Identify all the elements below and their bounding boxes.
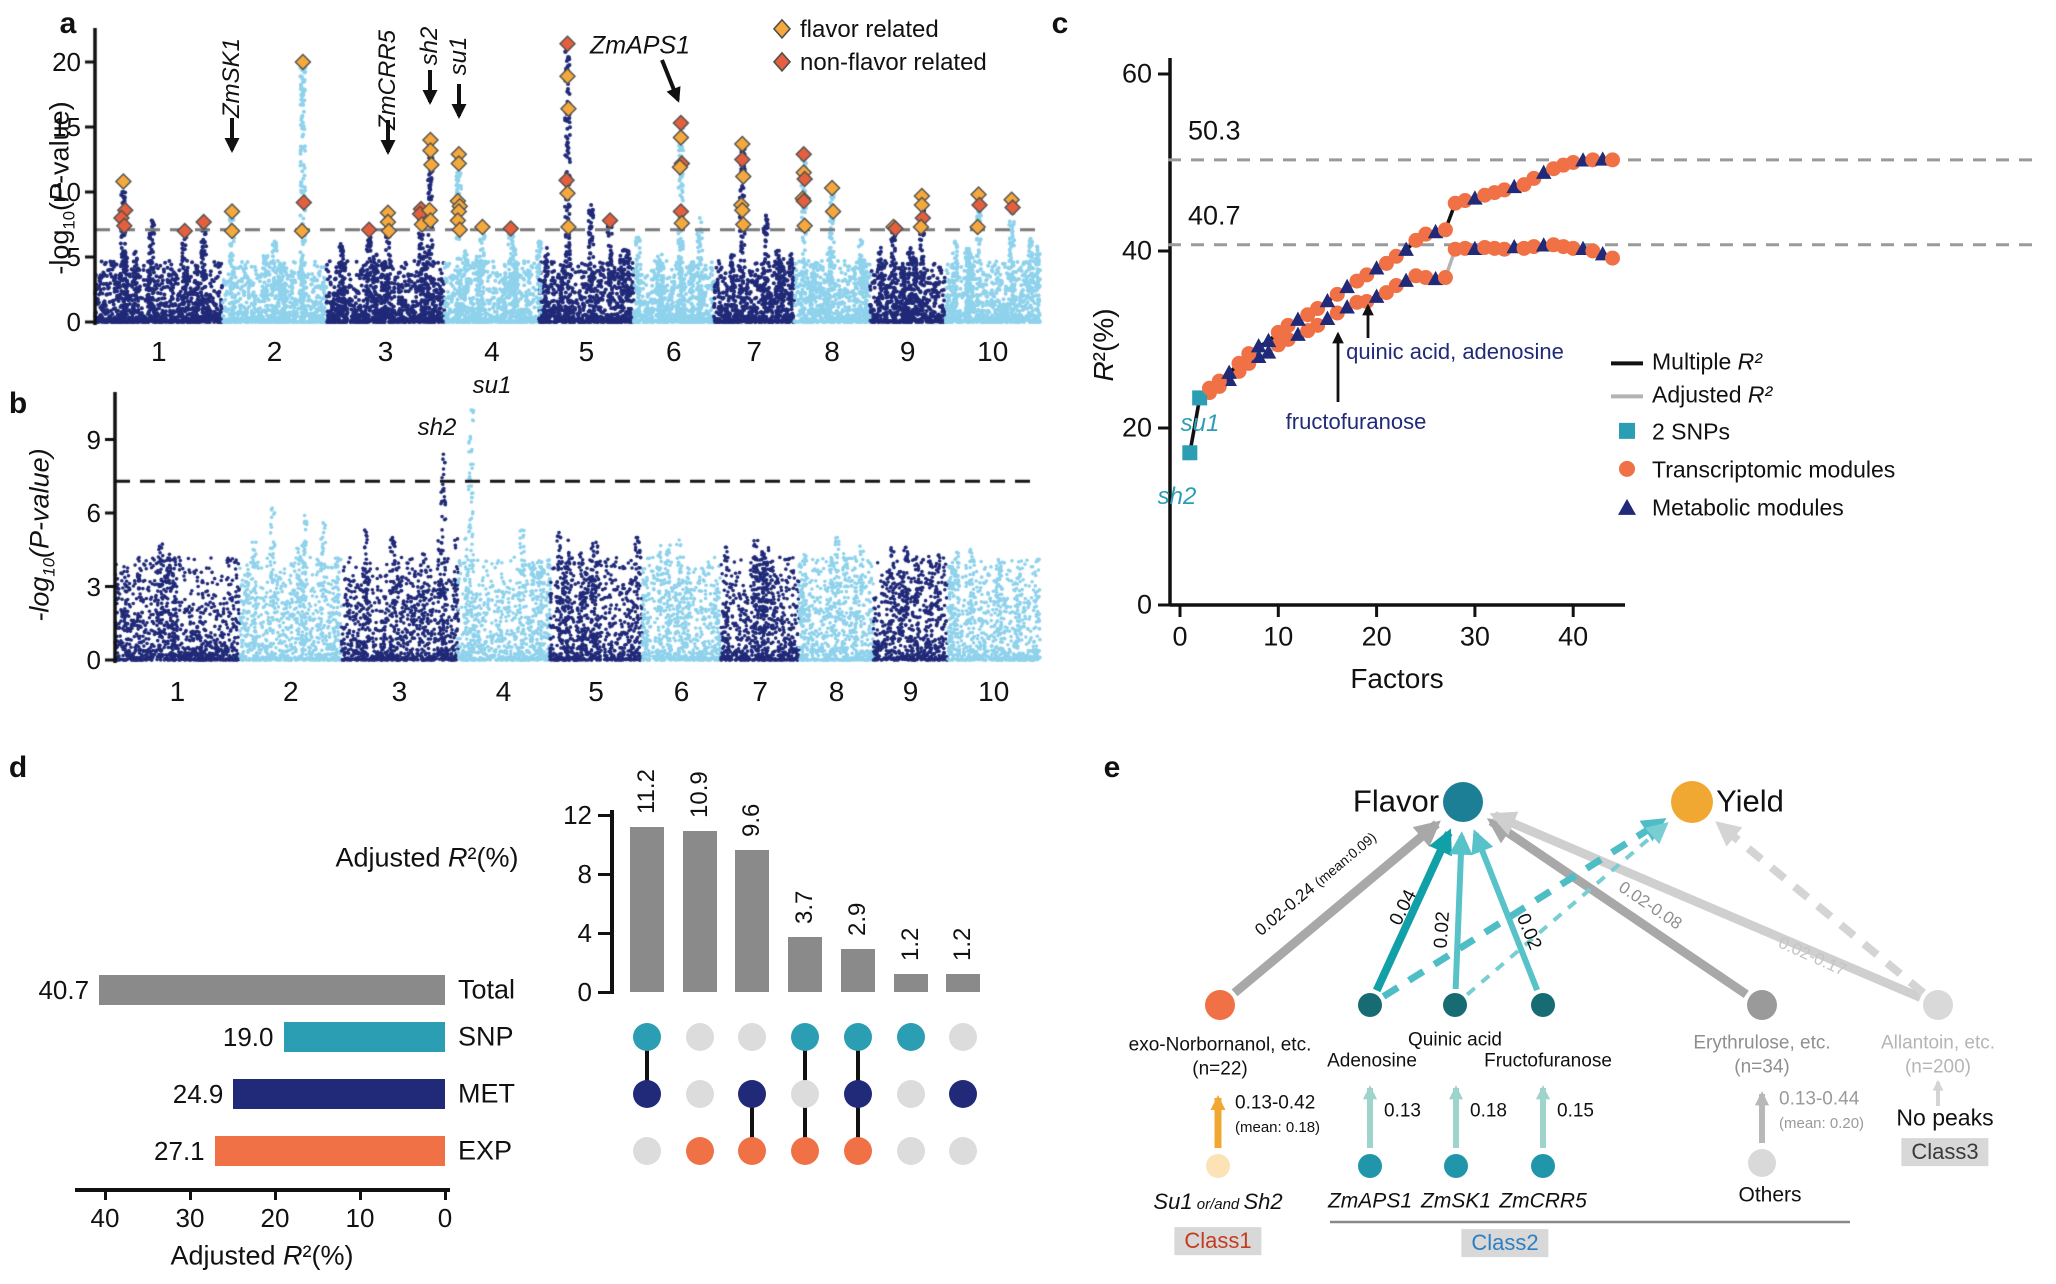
regulator-node-1 [1358, 1154, 1382, 1178]
c-marker-triangle [1535, 164, 1552, 179]
edge-adenosine-Flavor [1373, 828, 1453, 993]
regulator-node-0 [1206, 1154, 1230, 1178]
c-marker-triangle [1339, 278, 1355, 294]
regulator-node-4 [1748, 1149, 1776, 1177]
c-marker-triangle [1250, 338, 1267, 353]
mediator-node-erythrulose [1747, 990, 1777, 1020]
c-marker-triangle [1290, 326, 1306, 341]
c-marker-circle [1585, 243, 1601, 259]
c-marker-triangle [1221, 364, 1237, 379]
c-marker-circle [1605, 250, 1621, 266]
mediator-node-exo [1205, 990, 1235, 1020]
c-marker-triangle [1260, 332, 1277, 348]
flavor-node [1443, 782, 1483, 822]
zmaps1-arrow [660, 59, 681, 103]
c-marker-circle [1437, 270, 1453, 286]
yield-node [1671, 781, 1713, 823]
c-marker-triangle [1319, 310, 1336, 325]
c-marker-triangle [1250, 348, 1267, 363]
mediator-node-fructo [1531, 993, 1555, 1017]
regulator-node-3 [1531, 1154, 1555, 1178]
c-marker-triangle [1260, 344, 1277, 359]
c-marker-circle [1310, 317, 1326, 333]
c-marker-triangle [1339, 299, 1355, 314]
c-marker-triangle [1319, 292, 1336, 308]
c-marker-circle [1437, 222, 1453, 238]
c-marker-circle [1329, 305, 1345, 321]
c-marker-circle [1418, 270, 1434, 286]
edge-quinic-Yield [1465, 821, 1669, 997]
c-marker-circle [1388, 278, 1404, 294]
mediator-node-adenosine [1358, 993, 1382, 1017]
c-marker-triangle [1427, 223, 1444, 239]
edge-erythrulose-Flavor [1486, 817, 1749, 999]
edge-exo-Flavor [1231, 820, 1441, 997]
regulator-node-2 [1444, 1154, 1468, 1178]
c-marker-triangle [1506, 178, 1523, 194]
c-marker-triangle [1368, 288, 1385, 303]
c-marker-circle [1280, 317, 1296, 333]
edge-quinic-Flavor [1449, 831, 1473, 990]
c-marker-circle [1605, 152, 1621, 168]
edge-fructo-Flavor [1471, 829, 1540, 992]
mediator-node-quinic [1443, 993, 1467, 1017]
edge-allantoin-Flavor [1489, 811, 1923, 1002]
c-marker-triangle [1398, 241, 1414, 256]
edge-adenosine-Yield [1381, 817, 1667, 1000]
c-marker-circle [1496, 182, 1512, 198]
c-marker-triangle [1368, 260, 1385, 275]
c-curve-multiple [1188, 158, 1613, 454]
c-marker-circle [1388, 248, 1404, 264]
c-marker-square [1182, 445, 1198, 461]
c-marker-circle [1231, 355, 1247, 371]
edge-allantoin-Yield [1715, 821, 1926, 996]
c-marker-circle [1526, 170, 1542, 186]
c-marker-triangle [1398, 272, 1414, 287]
c-marker-triangle [1467, 190, 1483, 205]
c-marker-square [1192, 390, 1208, 406]
c-marker-triangle [1290, 311, 1306, 326]
c-marker-circle [1359, 267, 1375, 283]
mediator-node-allantoin [1923, 990, 1953, 1020]
